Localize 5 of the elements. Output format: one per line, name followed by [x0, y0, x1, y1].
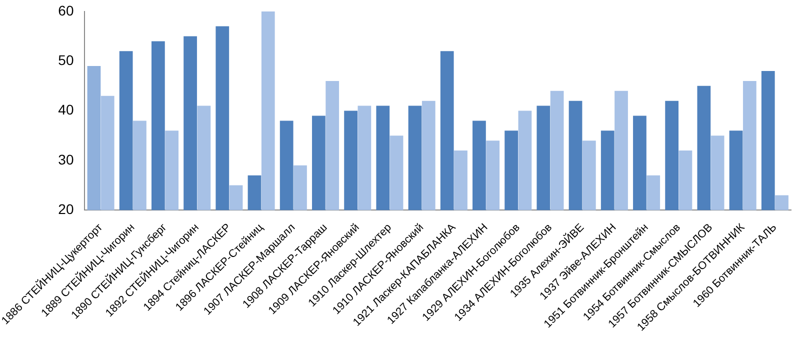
y-tick-label: 50 [58, 52, 74, 68]
y-tick-label: 40 [58, 102, 74, 118]
y-tick-label: 20 [58, 200, 74, 217]
y-tick-label: 30 [58, 151, 74, 168]
y-tick-label: 60 [58, 2, 74, 18]
